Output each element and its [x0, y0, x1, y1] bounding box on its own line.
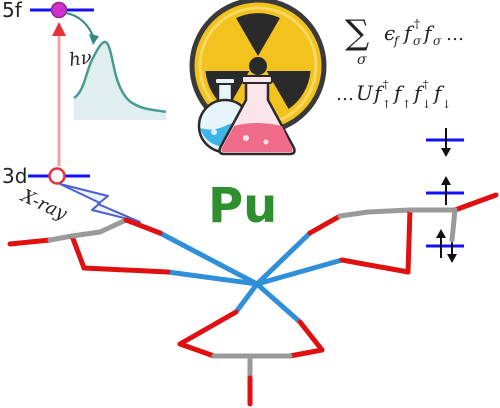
- ligand-left: [7, 217, 171, 275]
- ligand-bottom: [177, 309, 325, 407]
- hopping-spin: σ: [413, 34, 422, 48]
- radiation-badge: [189, 0, 327, 156]
- x-ray-bolt-icon: [59, 183, 141, 223]
- emission-spectrum: [73, 40, 167, 114]
- spin-down-icon: [441, 128, 451, 157]
- core-hole-3d: [48, 167, 66, 185]
- coulomb-up2: ↑: [402, 98, 411, 111]
- hopping-term: ∑ σ ϵ f f † σ f σ …: [345, 13, 464, 68]
- x-ray-label: X-ray: [16, 185, 71, 225]
- spin-up-icon: [441, 176, 451, 205]
- spin-levels: [426, 128, 464, 263]
- level-5f-label: 5f: [2, 0, 23, 22]
- coulomb-dag3: †: [423, 78, 429, 91]
- ligand-right: [307, 192, 499, 275]
- coulomb-U: U: [356, 81, 374, 105]
- excitation-arrowhead: [52, 22, 66, 36]
- emission-decay-arrow: [65, 12, 95, 39]
- coulomb-down4: ↓: [442, 98, 451, 111]
- emission-label: hν: [68, 47, 93, 71]
- flask-icon: [218, 75, 296, 156]
- hopping-epsilon: ϵ: [384, 21, 395, 45]
- spin-pair-icon: [436, 229, 457, 263]
- molecular-structure: [7, 192, 499, 407]
- hopping-tail-spin: σ: [433, 34, 442, 48]
- element-symbol: Pu: [208, 178, 277, 234]
- sum-symbol: ∑: [345, 13, 369, 53]
- emission-spectrum-fill: [74, 41, 166, 120]
- level-3d-label: 3d: [2, 164, 27, 188]
- coulomb-dag1: †: [383, 78, 389, 91]
- pu-oxygen-bonds: [157, 230, 345, 325]
- hopping-epsilon-sub: f: [393, 34, 401, 48]
- energy-level-diagram: [28, 1, 167, 223]
- emission-decay-arrowhead: [89, 34, 99, 45]
- coulomb-term: … U f † ↑ f ↑ f † ↓ f ↓: [336, 78, 451, 111]
- coulomb-ellipsis: …: [336, 84, 354, 105]
- hopping-dagger: †: [414, 17, 420, 31]
- sum-index: σ: [357, 52, 367, 68]
- coulomb-up1: ↑: [382, 98, 391, 111]
- hopping-ellipsis: …: [446, 24, 464, 45]
- coulomb-down3: ↓: [422, 98, 431, 111]
- electron-5f: [50, 1, 68, 19]
